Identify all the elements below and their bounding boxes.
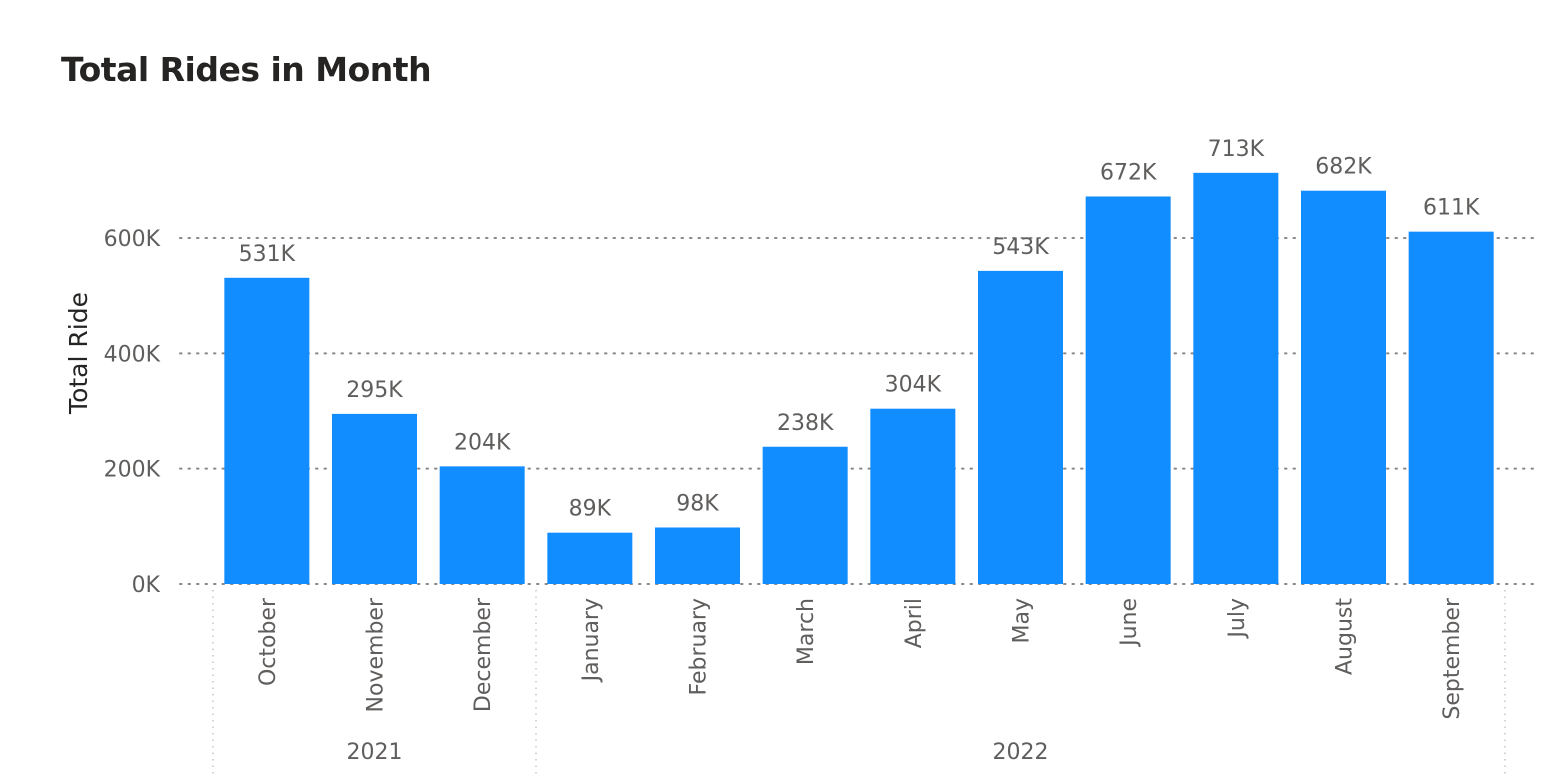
x-category-label: May <box>1010 598 1035 643</box>
x-axis-categories: October November December January February Ma… <box>256 597 1465 720</box>
x-category-label: October <box>256 597 281 686</box>
data-label: 611K <box>1423 196 1480 221</box>
y-axis-title: Total Ride <box>64 292 93 415</box>
x-category-label: April <box>902 598 927 648</box>
bar-december[interactable] <box>439 466 525 584</box>
x-category-label: August <box>1333 598 1358 675</box>
x-category-label: January <box>579 598 604 683</box>
bar-may[interactable] <box>978 270 1063 584</box>
x-category-label: September <box>1440 597 1465 720</box>
x-category-label: June <box>1117 598 1142 648</box>
y-axis-ticks: 0K 200K 400K 600K <box>104 227 161 598</box>
x-group-label: 2021 <box>347 740 403 765</box>
bar-august[interactable] <box>1301 190 1386 585</box>
bar-march[interactable] <box>762 446 848 584</box>
data-label: 89K <box>569 497 612 522</box>
data-label: 204K <box>454 430 511 455</box>
data-label: 304K <box>885 373 942 398</box>
data-label: 98K <box>676 491 719 516</box>
y-tick-label: 400K <box>104 342 161 367</box>
data-label: 238K <box>777 411 834 436</box>
bar-october[interactable] <box>224 277 310 584</box>
data-labels: 531K 295K 204K 89K 98K 238K 304K 543K 672K 713K 68… <box>239 137 1480 522</box>
x-category-label: November <box>364 597 389 712</box>
y-tick-label: 600K <box>104 227 161 252</box>
x-category-label: December <box>471 597 496 712</box>
x-category-label: July <box>1225 598 1250 640</box>
x-category-label: February <box>687 598 712 696</box>
x-category-label: March <box>794 598 819 665</box>
bar-january[interactable] <box>547 532 633 584</box>
y-tick-label: 200K <box>104 458 161 483</box>
data-label: 672K <box>1100 160 1157 185</box>
data-label: 713K <box>1208 137 1265 162</box>
bar-april[interactable] <box>870 408 956 584</box>
chart-title: Total Rides in Month <box>61 50 432 89</box>
data-label: 682K <box>1315 155 1372 180</box>
bar-september[interactable] <box>1408 231 1494 584</box>
x-axis-groups: 2021 2022 <box>212 590 1506 778</box>
bar-july[interactable] <box>1193 172 1279 584</box>
bar-february[interactable] <box>655 527 740 584</box>
data-label: 531K <box>239 242 296 267</box>
bar-november[interactable] <box>332 413 417 584</box>
bars <box>224 172 1494 585</box>
data-label: 543K <box>992 235 1049 260</box>
data-label: 295K <box>346 378 403 403</box>
bar-june[interactable] <box>1085 196 1171 585</box>
x-group-label: 2022 <box>993 740 1049 765</box>
y-tick-label: 0K <box>132 573 161 598</box>
